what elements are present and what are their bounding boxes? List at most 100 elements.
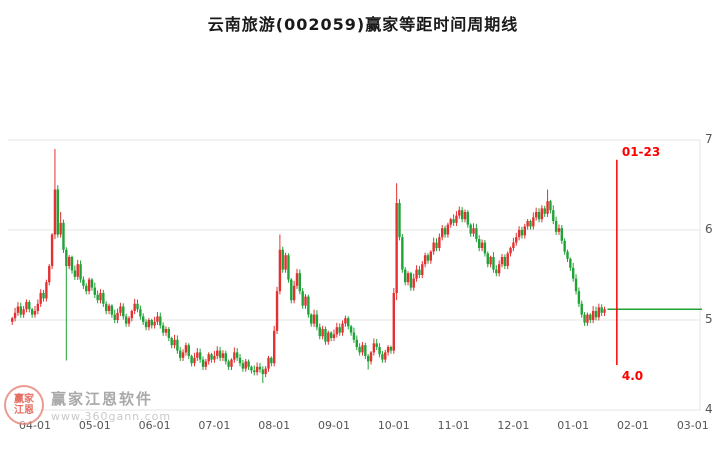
- candle: [190, 356, 193, 364]
- candle: [42, 293, 45, 299]
- candle: [515, 237, 518, 243]
- y-axis-label: 5: [705, 312, 713, 326]
- candle: [30, 309, 34, 315]
- candle: [566, 251, 569, 259]
- candle: [142, 316, 145, 322]
- candle: [352, 332, 356, 340]
- x-axis-label: 05-01: [78, 419, 111, 432]
- candle: [244, 361, 247, 369]
- candle: [284, 255, 287, 270]
- candle: [335, 327, 339, 335]
- candle: [173, 339, 176, 346]
- candle: [253, 370, 256, 373]
- candle: [187, 345, 190, 356]
- candle: [497, 264, 501, 274]
- candle: [318, 327, 321, 337]
- candle: [392, 293, 395, 351]
- candle: [307, 296, 310, 315]
- candle: [136, 303, 139, 310]
- x-axis-label: 02-01: [617, 419, 649, 432]
- candle: [16, 306, 20, 313]
- candle: [133, 303, 136, 311]
- candle: [406, 273, 410, 283]
- candle: [85, 285, 88, 292]
- candle: [569, 258, 572, 268]
- candle: [184, 345, 188, 353]
- candle: [435, 242, 438, 248]
- candle: [67, 257, 71, 266]
- candle: [227, 361, 230, 367]
- candle: [221, 353, 225, 358]
- candle: [347, 318, 350, 327]
- candle: [583, 314, 586, 323]
- candle: [224, 353, 227, 362]
- candle: [364, 345, 367, 356]
- candle: [45, 282, 48, 299]
- candle: [460, 210, 464, 220]
- x-axis-label: 12-01: [497, 419, 530, 432]
- candle: [159, 316, 162, 326]
- watermark-name: 赢家江恩软件: [51, 389, 154, 408]
- candle: [170, 338, 173, 346]
- candle: [594, 311, 598, 318]
- candle: [597, 307, 601, 318]
- candle: [509, 248, 512, 254]
- candle: [164, 329, 168, 333]
- candle: [104, 303, 108, 311]
- candle: [349, 326, 353, 333]
- candle: [102, 293, 105, 304]
- candle: [486, 253, 489, 265]
- watermark-text: 赢家江恩软件 www.360gann.com: [51, 388, 171, 423]
- candle: [586, 314, 589, 323]
- candle: [381, 354, 384, 360]
- candle: [275, 291, 279, 331]
- x-axis-label: 06-01: [138, 419, 171, 432]
- candle: [122, 306, 125, 317]
- candle: [421, 264, 424, 275]
- watermark: 赢家 江恩 赢家江恩软件 www.360gann.com: [4, 385, 171, 425]
- candle: [472, 228, 475, 234]
- candle: [452, 219, 455, 223]
- watermark-logo-icon: 赢家 江恩: [4, 385, 44, 425]
- cycle-target-label: 4.0: [621, 369, 644, 383]
- candle: [298, 273, 302, 292]
- candle: [107, 305, 111, 311]
- candle: [33, 311, 37, 315]
- candle: [463, 212, 467, 220]
- candle: [261, 369, 265, 374]
- x-axis-label: 03-01: [676, 419, 709, 432]
- candle: [79, 264, 82, 280]
- candle: [50, 234, 54, 266]
- candle: [338, 327, 341, 333]
- candle: [310, 314, 313, 324]
- candle: [87, 279, 91, 292]
- candle: [552, 210, 555, 221]
- candle: [315, 314, 319, 328]
- candle: [96, 294, 99, 301]
- candle: [503, 257, 507, 266]
- candle: [13, 312, 17, 319]
- candle: [378, 347, 381, 355]
- candle: [329, 332, 333, 338]
- candle: [438, 237, 441, 248]
- candle: [201, 359, 205, 367]
- candle: [139, 309, 142, 317]
- candle: [210, 354, 213, 360]
- candle: [267, 357, 270, 369]
- candle: [469, 224, 472, 234]
- x-axis-label: 07-01: [198, 419, 231, 432]
- candle: [124, 316, 128, 324]
- candle: [181, 352, 185, 358]
- candle: [520, 230, 524, 236]
- candle: [429, 251, 433, 261]
- candle: [273, 330, 276, 364]
- candle: [577, 291, 581, 304]
- candle: [563, 240, 566, 252]
- candle: [147, 320, 151, 328]
- candle: [247, 361, 250, 367]
- candle: [455, 215, 458, 223]
- watermark-logo-text-bottom: 江恩: [14, 405, 34, 416]
- candle: [90, 279, 94, 288]
- candle: [278, 249, 282, 292]
- candle: [512, 242, 515, 248]
